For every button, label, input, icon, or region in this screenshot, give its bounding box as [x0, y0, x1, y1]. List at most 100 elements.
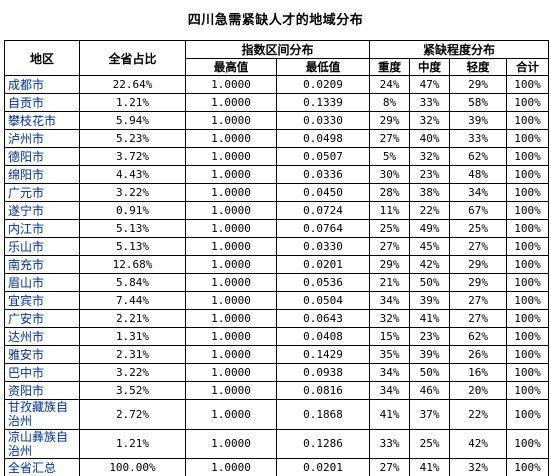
cell-max: 1.0000 — [186, 148, 277, 166]
cell-region: 甘孜藏族自治州 — [5, 400, 80, 430]
cell-mild: 16% — [450, 364, 507, 382]
cell-severe: 35% — [370, 346, 410, 364]
cell-severe: 41% — [370, 400, 410, 430]
cell-moderate: 39% — [410, 346, 450, 364]
header-region: 地区 — [5, 41, 80, 76]
cell-min: 0.1286 — [277, 429, 370, 459]
cell-share: 3.22% — [80, 184, 186, 202]
cell-region: 攀枝花市 — [5, 112, 80, 130]
cell-moderate: 41% — [410, 459, 450, 476]
header-shortage: 紧缺程度分布 — [370, 41, 549, 59]
cell-severe: 29% — [370, 256, 410, 274]
cell-region: 眉山市 — [5, 274, 80, 292]
cell-min: 0.0330 — [277, 112, 370, 130]
cell-severe: 34% — [370, 364, 410, 382]
cell-severe: 30% — [370, 166, 410, 184]
cell-min: 0.0450 — [277, 184, 370, 202]
cell-region: 自贡市 — [5, 94, 80, 112]
cell-max: 1.0000 — [186, 220, 277, 238]
cell-share: 2.31% — [80, 346, 186, 364]
cell-share: 1.31% — [80, 328, 186, 346]
cell-region: 资阳市 — [5, 382, 80, 400]
cell-total: 100% — [507, 220, 549, 238]
cell-mild: 29% — [450, 256, 507, 274]
cell-max: 1.0000 — [186, 94, 277, 112]
cell-max: 1.0000 — [186, 76, 277, 94]
cell-region: 广元市 — [5, 184, 80, 202]
cell-mild: 25% — [450, 220, 507, 238]
cell-region: 凉山彝族自治州 — [5, 429, 80, 459]
cell-share: 5.13% — [80, 238, 186, 256]
cell-severe: 24% — [370, 76, 410, 94]
cell-severe: 5% — [370, 148, 410, 166]
cell-max: 1.0000 — [186, 459, 277, 476]
cell-share: 12.68% — [80, 256, 186, 274]
cell-max: 1.0000 — [186, 292, 277, 310]
cell-min: 0.0336 — [277, 166, 370, 184]
cell-share: 3.52% — [80, 382, 186, 400]
cell-total: 100% — [507, 238, 549, 256]
header-index-min: 最低值 — [277, 59, 370, 76]
cell-total: 100% — [507, 112, 549, 130]
cell-total: 100% — [507, 166, 549, 184]
cell-moderate: 45% — [410, 238, 450, 256]
cell-severe: 28% — [370, 184, 410, 202]
cell-region: 达州市 — [5, 328, 80, 346]
cell-min: 0.0938 — [277, 364, 370, 382]
cell-share: 5.94% — [80, 112, 186, 130]
cell-region: 成都市 — [5, 76, 80, 94]
cell-moderate: 46% — [410, 382, 450, 400]
cell-share: 5.23% — [80, 130, 186, 148]
cell-severe: 21% — [370, 274, 410, 292]
cell-region: 绵阳市 — [5, 166, 80, 184]
cell-min: 0.0816 — [277, 382, 370, 400]
cell-total: 100% — [507, 292, 549, 310]
cell-mild: 33% — [450, 130, 507, 148]
cell-mild: 62% — [450, 328, 507, 346]
cell-moderate: 42% — [410, 256, 450, 274]
cell-share: 4.43% — [80, 166, 186, 184]
cell-mild: 27% — [450, 292, 507, 310]
cell-share: 7.44% — [80, 292, 186, 310]
cell-moderate: 40% — [410, 130, 450, 148]
cell-mild: 29% — [450, 76, 507, 94]
cell-mild: 34% — [450, 184, 507, 202]
cell-region: 巴中市 — [5, 364, 80, 382]
cell-share: 3.22% — [80, 364, 186, 382]
table-title: 四川急需紧缺人才的地域分布 — [0, 9, 551, 28]
cell-total: 100% — [507, 130, 549, 148]
cell-max: 1.0000 — [186, 328, 277, 346]
header-moderate: 中度 — [410, 59, 450, 76]
cell-max: 1.0000 — [186, 202, 277, 220]
cell-severe: 27% — [370, 238, 410, 256]
header-severe: 重度 — [370, 59, 410, 76]
cell-max: 1.0000 — [186, 112, 277, 130]
cell-moderate: 39% — [410, 292, 450, 310]
cell-share: 1.21% — [80, 94, 186, 112]
cell-moderate: 32% — [410, 148, 450, 166]
cell-share: 3.72% — [80, 148, 186, 166]
cell-total: 100% — [507, 382, 549, 400]
cell-region: 泸州市 — [5, 130, 80, 148]
cell-max: 1.0000 — [186, 364, 277, 382]
cell-max: 1.0000 — [186, 274, 277, 292]
cell-min: 0.0201 — [277, 256, 370, 274]
cell-region: 广安市 — [5, 310, 80, 328]
cell-min: 0.1429 — [277, 346, 370, 364]
cell-total: 100% — [507, 364, 549, 382]
cell-total: 100% — [507, 202, 549, 220]
cell-max: 1.0000 — [186, 238, 277, 256]
cell-region: 内江市 — [5, 220, 80, 238]
cell-share: 100.00% — [80, 459, 186, 476]
cell-moderate: 33% — [410, 94, 450, 112]
